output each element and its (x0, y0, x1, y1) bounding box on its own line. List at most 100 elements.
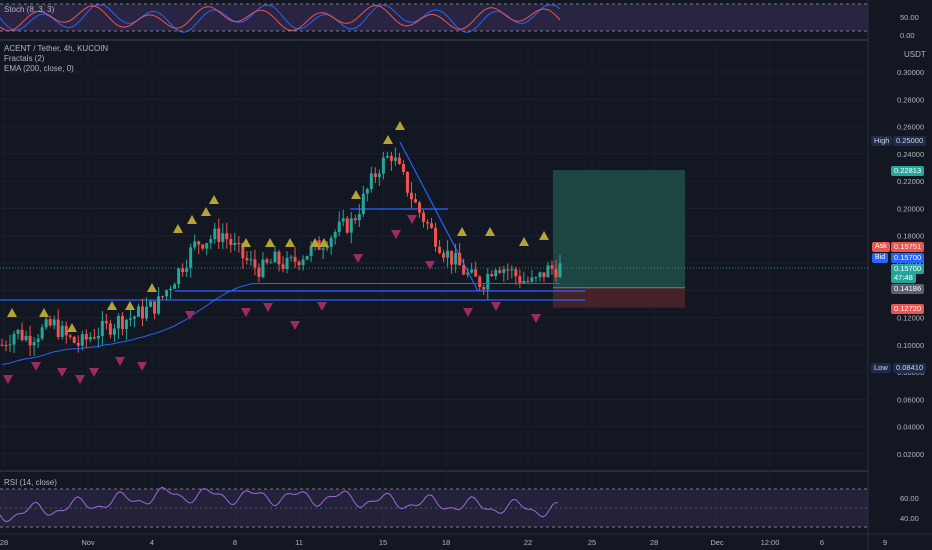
candle-body (233, 242, 237, 245)
candle-body (116, 316, 120, 329)
symbol-title[interactable]: ACENT / Tether, 4h, KUCOIN (4, 44, 109, 53)
fractal-down-marker (115, 357, 125, 366)
candle-body (209, 239, 213, 244)
candle-body (225, 233, 229, 240)
candle-body (522, 281, 526, 284)
rsi-band (0, 489, 868, 527)
candle-body (181, 268, 185, 273)
candle-body (321, 248, 325, 250)
candle-body (297, 261, 301, 266)
fractal-down-marker (317, 302, 327, 311)
candle-body (269, 262, 273, 264)
bar-countdown: 47:48 (891, 273, 916, 283)
candle-body (281, 264, 285, 269)
candle-body (369, 173, 373, 190)
stoch-tick: 50.00 (900, 13, 919, 22)
candle-body (357, 214, 361, 221)
last-price: 0.15700 (891, 264, 925, 274)
candle-body (128, 318, 132, 320)
fractal-up-marker (107, 301, 117, 310)
candle-body (189, 247, 193, 268)
stoch-band (0, 4, 868, 31)
x-tick-label: 28 (0, 538, 8, 547)
candle-body (466, 272, 470, 275)
candle-body (141, 306, 145, 319)
candle-body (221, 233, 225, 242)
rsi-legend[interactable]: RSI (14, close) (4, 478, 57, 487)
candle-body (393, 157, 397, 161)
candle-body (446, 250, 450, 258)
candle-body (450, 250, 454, 265)
candle-body (409, 192, 413, 200)
stop-price: 0.12720 (891, 304, 925, 314)
candle-body (518, 276, 522, 284)
fractal-up-marker (319, 238, 329, 247)
candle-body (68, 335, 72, 337)
fractal-up-marker (147, 283, 157, 292)
candle-body (0, 344, 4, 346)
candle-body (417, 202, 421, 213)
candle-body (329, 237, 333, 247)
candle-body (494, 270, 498, 277)
candle-body (36, 338, 40, 343)
candle-body (197, 241, 201, 245)
rsi-line (0, 486, 559, 523)
x-tick-label: 25 (588, 538, 596, 547)
candle-body (474, 269, 478, 277)
candle-body (249, 259, 253, 261)
fractals-legend[interactable]: Fractals (2) (4, 54, 45, 63)
candle-body (325, 246, 329, 249)
x-tick-label: 4 (150, 538, 154, 547)
low-label: Low (871, 363, 891, 373)
candle-body (401, 163, 405, 172)
candle-body (554, 268, 558, 278)
x-tick-label: 9 (883, 538, 887, 547)
fractal-down-marker (463, 308, 473, 317)
fractal-up-marker (201, 207, 211, 216)
fractal-up-marker (351, 190, 361, 199)
bid-price: 0.15700 (891, 253, 925, 263)
y-tick-label: 0.20000 (897, 204, 924, 213)
candle-body (530, 277, 534, 282)
candle-body (165, 290, 169, 297)
candle-body (285, 257, 289, 269)
pane-separator-bottom (0, 470, 868, 472)
bid-label: Bid (872, 253, 889, 263)
candle-body (120, 316, 124, 329)
candle-body (157, 296, 161, 314)
stoch-tick: 0.00 (900, 31, 915, 40)
fractal-down-marker (57, 368, 67, 377)
fractal-up-marker (265, 238, 275, 247)
candle-body (365, 189, 369, 194)
fractal-up-marker (67, 323, 77, 332)
y-tick-label: 0.04000 (897, 423, 924, 432)
fractal-up-marker (285, 238, 295, 247)
pane-separator-top (0, 39, 868, 41)
candle-body (40, 327, 44, 339)
fractal-up-marker (519, 237, 529, 246)
x-tick-label: 6 (820, 538, 824, 547)
candle-body (462, 265, 466, 275)
candle-body (397, 157, 401, 164)
rsi-tick: 60.00 (900, 494, 919, 503)
candle-body (534, 277, 538, 279)
fractal-down-marker (353, 254, 363, 263)
candle-body (52, 319, 56, 326)
candle-body (261, 259, 265, 278)
candle-body (169, 288, 173, 291)
entry-price: 0.14186 (891, 284, 925, 294)
ask-price: 0.15751 (891, 242, 925, 252)
candle-body (32, 342, 36, 346)
ema-legend[interactable]: EMA (200, close, 0) (4, 64, 74, 73)
high-label: High (871, 136, 893, 146)
stoch-legend[interactable]: Stoch (8, 3, 3) (4, 5, 55, 14)
candle-body (293, 256, 297, 262)
candle-body (506, 269, 510, 271)
y-tick-label: 0.06000 (897, 395, 924, 404)
candle-body (153, 301, 157, 314)
fractal-up-marker (485, 227, 495, 236)
currency-label[interactable]: USDT (904, 50, 926, 59)
x-tick-label: Dec (710, 538, 724, 547)
candle-body (24, 335, 28, 341)
